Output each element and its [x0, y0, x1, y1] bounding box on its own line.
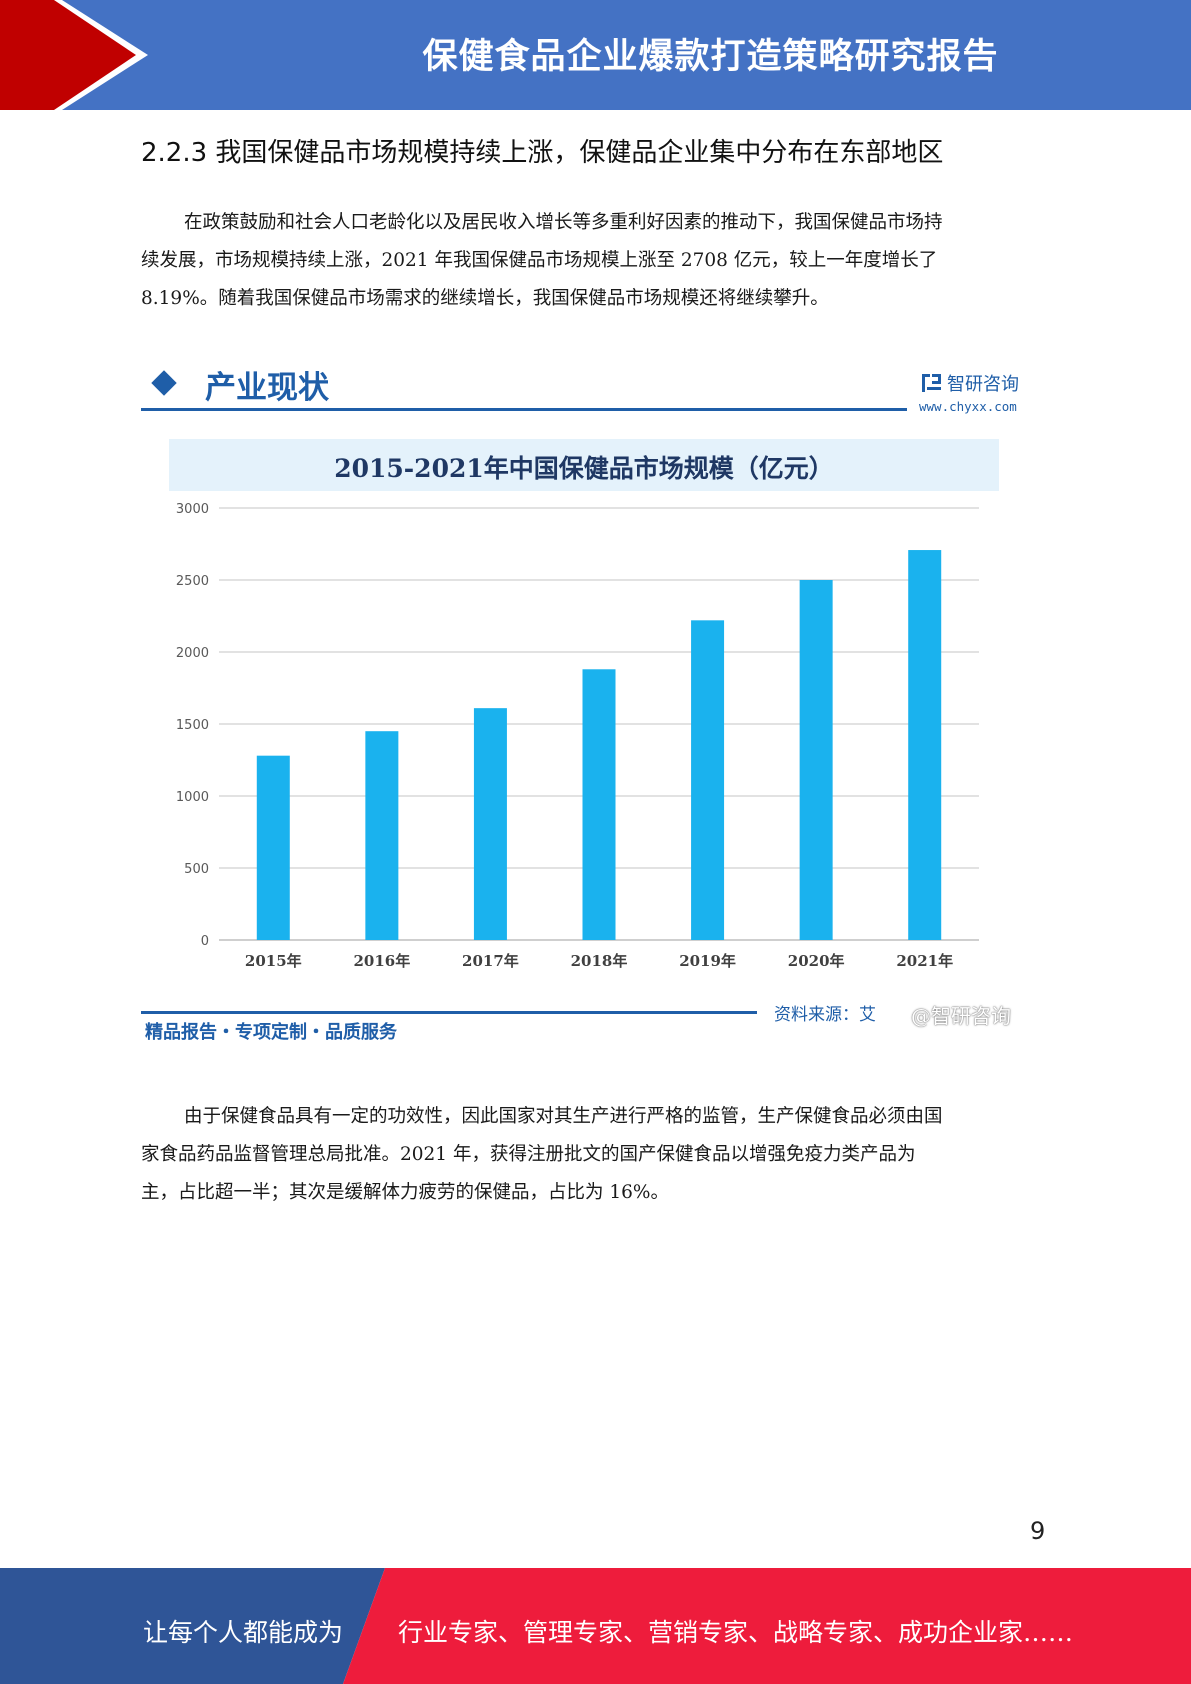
- bar: [473, 708, 507, 940]
- x-tick-label: 2015年: [245, 952, 302, 970]
- footer-slogan-right: 行业专家、管理专家、营销专家、战略专家、成功企业家……: [398, 1618, 1074, 1647]
- bar: [799, 580, 833, 940]
- x-tick-label: 2019年: [679, 952, 736, 970]
- x-tick-label: 2017年: [462, 952, 519, 970]
- figure-header-divider: [141, 408, 907, 411]
- footer-background: [0, 1568, 1191, 1684]
- watermark-text: @智研咨询: [911, 1004, 1011, 1028]
- y-tick-label: 1500: [176, 718, 209, 733]
- section-heading: 2.2.3 我国保健品市场规模持续上涨，保健品企业集中分布在东部地区: [141, 138, 944, 168]
- figure-source: 资料来源：艾: [774, 1005, 876, 1025]
- y-tick-label: 3000: [176, 502, 209, 517]
- x-tick-label: 2020年: [788, 952, 845, 970]
- x-tick-label: 2021年: [896, 952, 953, 970]
- y-tick-label: 500: [184, 862, 209, 877]
- x-tick-label: 2018年: [571, 952, 628, 970]
- paragraph-line: 主，占比超一半；其次是缓解体力疲劳的保健品，占比为 16%。: [141, 1182, 670, 1203]
- paragraph-regulation: 由于保健食品具有一定的功效性，因此国家对其生产进行严格的监管，生产保健食品必须由…: [141, 1098, 1046, 1212]
- y-tick-label: 0: [201, 934, 209, 949]
- chart-title: 2015-2021年中国保健品市场规模（亿元）: [334, 454, 834, 483]
- report-title: 保健食品企业爆款打造策略研究报告: [422, 37, 999, 77]
- page-footer: 让每个人都能成为 行业专家、管理专家、营销专家、战略专家、成功企业家……: [0, 1568, 1191, 1684]
- header-chevron-icon: [0, 0, 148, 110]
- paragraph-market-size: 在政策鼓励和社会人口老龄化以及居民收入增长等多重利好因素的推动下，我国保健品市场…: [141, 204, 1046, 318]
- logo-name: 智研咨询: [947, 374, 1019, 395]
- footer-slogan-left: 让每个人都能成为: [143, 1618, 344, 1647]
- figure-footer-divider: [141, 1011, 757, 1014]
- bar-chart: 0 500 1000 1500 2000 2500 3000 2015年 2016年 2017年 2…: [176, 502, 979, 970]
- zhiyan-logo-icon: [922, 374, 941, 392]
- chart-title-box: 2015-2021年中国保健品市场规模（亿元）: [169, 439, 999, 491]
- paragraph-line: 续发展，市场规模持续上涨，2021 年我国保健品市场规模上涨至 2708 亿元，…: [141, 250, 938, 271]
- figure-header-title: 产业现状: [205, 370, 329, 406]
- bar: [582, 669, 616, 940]
- y-tick-label: 2500: [176, 574, 209, 589]
- bar: [365, 731, 399, 940]
- page-header: 保健食品企业爆款打造策略研究报告: [0, 0, 1191, 110]
- y-tick-label: 1000: [176, 790, 209, 805]
- logo-url: www.chyxx.com: [919, 399, 1017, 414]
- paragraph-line: 家食品药品监督管理总局批准。2021 年，获得注册批文的国产保健食品以增强免疫力…: [141, 1144, 916, 1165]
- market-size-figure: 产业现状 智研咨询 www.chyxx.com 2015-2021年中国保健品市…: [141, 358, 1046, 1048]
- figure-footer-slogan: 精品报告・专项定制・品质服务: [145, 1022, 397, 1043]
- paragraph-line: 由于保健食品具有一定的功效性，因此国家对其生产进行严格的监管，生产保健食品必须由…: [184, 1106, 943, 1127]
- page-number: 9: [1030, 1517, 1046, 1545]
- x-tick-label: 2016年: [353, 952, 410, 970]
- bar: [908, 550, 942, 940]
- bar: [256, 755, 290, 940]
- y-tick-label: 2000: [176, 646, 209, 661]
- paragraph-line: 在政策鼓励和社会人口老龄化以及居民收入增长等多重利好因素的推动下，我国保健品市场…: [184, 212, 943, 233]
- paragraph-line: 8.19%。随着我国保健品市场需求的继续增长，我国保健品市场规模还将继续攀升。: [141, 288, 829, 309]
- bar: [691, 620, 725, 940]
